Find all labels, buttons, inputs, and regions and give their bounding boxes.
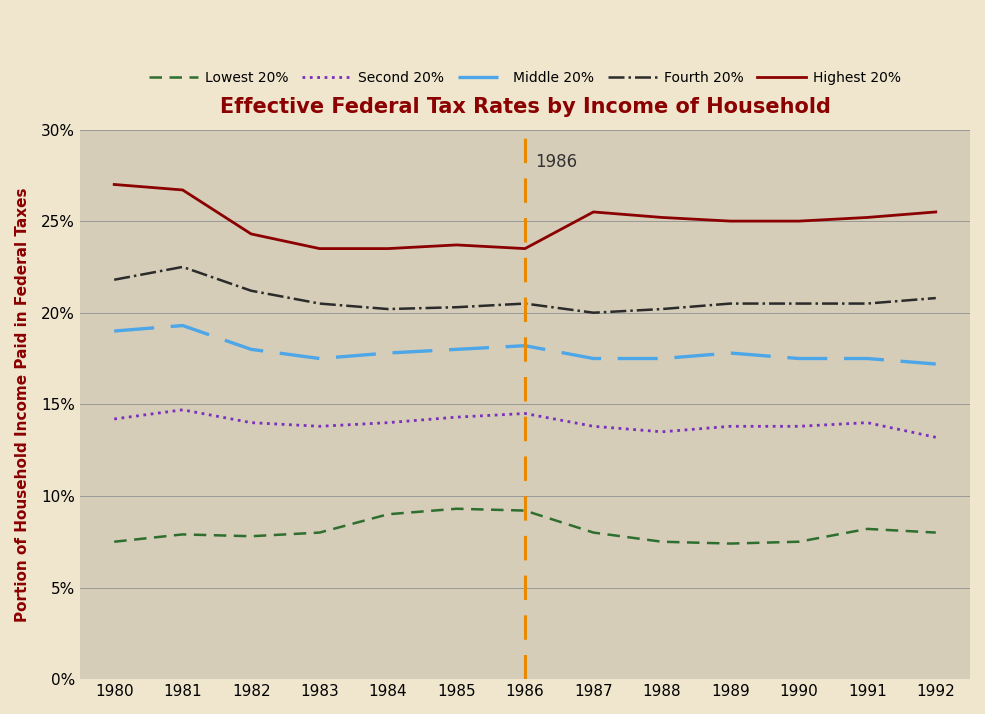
Lowest 20% (245, 532, 257, 540)
Second 20% (108, 415, 120, 423)
Middle 20% (862, 354, 874, 363)
Fourth 20% (724, 299, 736, 308)
Lowest 20% (313, 528, 325, 537)
Middle 20% (245, 345, 257, 353)
Highest 20% (862, 213, 874, 222)
Middle 20% (108, 327, 120, 336)
Second 20% (176, 406, 188, 414)
Highest 20% (450, 241, 462, 249)
Fourth 20% (793, 299, 805, 308)
Lowest 20% (108, 538, 120, 546)
Lowest 20% (930, 528, 942, 537)
Fourth 20% (108, 276, 120, 284)
Title: Effective Federal Tax Rates by Income of Household: Effective Federal Tax Rates by Income of… (220, 97, 830, 117)
Fourth 20% (519, 299, 531, 308)
Lowest 20% (382, 510, 394, 518)
Line: Second 20%: Second 20% (114, 410, 936, 437)
Highest 20% (108, 180, 120, 188)
Fourth 20% (862, 299, 874, 308)
Fourth 20% (450, 303, 462, 311)
Lowest 20% (862, 525, 874, 533)
Highest 20% (245, 230, 257, 238)
Highest 20% (176, 186, 188, 194)
Second 20% (587, 422, 599, 431)
Line: Lowest 20%: Lowest 20% (114, 509, 936, 543)
Middle 20% (519, 341, 531, 350)
Lowest 20% (724, 539, 736, 548)
Second 20% (382, 418, 394, 427)
Highest 20% (930, 208, 942, 216)
Text: 1986: 1986 (535, 154, 577, 171)
Lowest 20% (176, 530, 188, 538)
Lowest 20% (450, 505, 462, 513)
Line: Highest 20%: Highest 20% (114, 184, 936, 248)
Lowest 20% (793, 538, 805, 546)
Second 20% (930, 433, 942, 441)
Lowest 20% (587, 528, 599, 537)
Line: Fourth 20%: Fourth 20% (114, 267, 936, 313)
Highest 20% (519, 244, 531, 253)
Middle 20% (656, 354, 668, 363)
Fourth 20% (245, 286, 257, 295)
Second 20% (862, 418, 874, 427)
Middle 20% (382, 348, 394, 357)
Second 20% (245, 418, 257, 427)
Second 20% (724, 422, 736, 431)
Highest 20% (656, 213, 668, 222)
Second 20% (793, 422, 805, 431)
Highest 20% (724, 217, 736, 226)
Highest 20% (587, 208, 599, 216)
Lowest 20% (656, 538, 668, 546)
Legend: Lowest 20%, Second 20%, Middle 20%, Fourth 20%, Highest 20%: Lowest 20%, Second 20%, Middle 20%, Four… (144, 65, 906, 90)
Middle 20% (587, 354, 599, 363)
Second 20% (313, 422, 325, 431)
Y-axis label: Portion of Household Income Paid in Federal Taxes: Portion of Household Income Paid in Fede… (15, 187, 30, 622)
Middle 20% (176, 321, 188, 330)
Second 20% (656, 428, 668, 436)
Middle 20% (313, 354, 325, 363)
Fourth 20% (382, 305, 394, 313)
Fourth 20% (176, 263, 188, 271)
Middle 20% (793, 354, 805, 363)
Second 20% (519, 409, 531, 418)
Second 20% (450, 413, 462, 421)
Line: Middle 20%: Middle 20% (114, 326, 936, 364)
Middle 20% (930, 360, 942, 368)
Fourth 20% (313, 299, 325, 308)
Highest 20% (382, 244, 394, 253)
Middle 20% (724, 348, 736, 357)
Highest 20% (313, 244, 325, 253)
Fourth 20% (930, 293, 942, 302)
Middle 20% (450, 345, 462, 353)
Fourth 20% (656, 305, 668, 313)
Highest 20% (793, 217, 805, 226)
Lowest 20% (519, 506, 531, 515)
Fourth 20% (587, 308, 599, 317)
